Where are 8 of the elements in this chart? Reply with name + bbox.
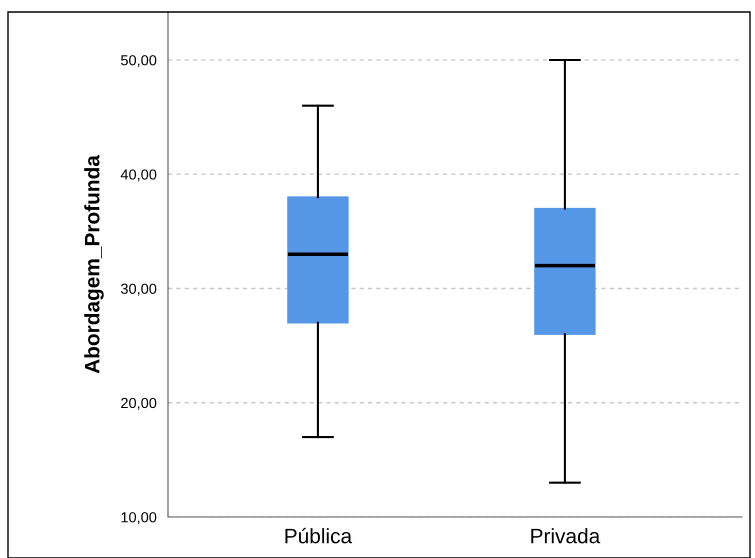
y-tick-label: 30,00 [120,284,156,296]
x-tick-label: Privada [531,528,600,544]
y-tick-label: 20,00 [121,398,156,410]
y-tick-label: 10,00 [122,512,156,524]
y-tick-label: 40,00 [120,169,156,182]
y-tick-label: 50,00 [120,55,156,68]
y-axis-title: Abordagem_Profunda [84,154,104,374]
x-tick-label: Pública [285,528,352,544]
